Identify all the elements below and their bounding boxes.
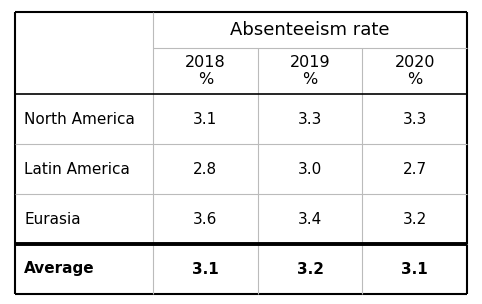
Text: 2.7: 2.7 (402, 161, 427, 177)
Text: 3.1: 3.1 (193, 112, 217, 126)
Text: 3.2: 3.2 (402, 212, 427, 226)
Text: 2019
%: 2019 % (290, 55, 330, 87)
Text: North America: North America (24, 112, 135, 126)
Text: 2.8: 2.8 (193, 161, 217, 177)
Text: Average: Average (24, 261, 94, 277)
Text: 3.3: 3.3 (298, 112, 322, 126)
Text: Latin America: Latin America (24, 161, 130, 177)
Text: 3.4: 3.4 (298, 212, 322, 226)
Text: 3.2: 3.2 (296, 261, 323, 277)
Text: 3.1: 3.1 (402, 261, 428, 277)
Text: 2020
%: 2020 % (394, 55, 435, 87)
Text: 3.6: 3.6 (193, 212, 217, 226)
Text: 2018
%: 2018 % (185, 55, 226, 87)
Text: Absenteeism rate: Absenteeism rate (230, 21, 390, 39)
Text: 3.3: 3.3 (402, 112, 427, 126)
Text: 3.0: 3.0 (298, 161, 322, 177)
Text: 3.1: 3.1 (192, 261, 219, 277)
Text: Eurasia: Eurasia (24, 212, 80, 226)
